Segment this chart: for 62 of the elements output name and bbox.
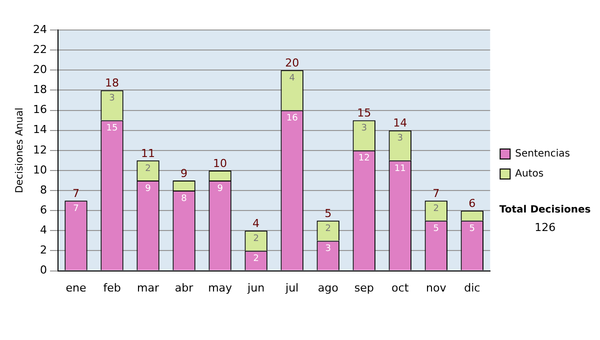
y-tick-label: 0 — [40, 264, 47, 277]
data-label: 11 — [394, 164, 406, 174]
x-tick-label: jul — [284, 281, 299, 294]
data-label: 5 — [469, 224, 475, 234]
x-tick-label: ene — [66, 281, 86, 294]
data-label: 2 — [325, 224, 331, 234]
y-tick-label: 12 — [32, 143, 47, 156]
total-label: 11 — [141, 146, 156, 160]
text: Total Decisiones — [499, 204, 591, 216]
x-tick-label: may — [208, 281, 233, 294]
y-tick-label: 6 — [40, 203, 47, 216]
data-label: 15 — [106, 124, 118, 134]
data-label: 4 — [289, 73, 296, 84]
total-label: 7 — [72, 186, 80, 200]
data-label: 9 — [145, 184, 152, 194]
total-label: 7 — [432, 186, 440, 200]
data-label: 12 — [358, 154, 370, 164]
y-axis-title: Decisiones Anual — [14, 108, 26, 194]
total-label: 9 — [180, 166, 188, 180]
y-tick-label: 10 — [32, 163, 47, 176]
data-label: 2 — [145, 164, 151, 174]
data-label: 5 — [433, 224, 439, 234]
y-tick-label: 16 — [32, 103, 47, 116]
total-label: 20 — [285, 56, 300, 70]
legend-label: Autos — [515, 168, 544, 180]
y-tick-label: 2 — [40, 244, 47, 257]
total-label: 18 — [105, 76, 120, 90]
x-tick-label: oct — [392, 281, 410, 294]
y-tick-label: 24 — [32, 22, 47, 36]
x-tick-label: jun — [246, 281, 265, 294]
y-tick-label: 4 — [40, 224, 47, 237]
text: 126 — [534, 220, 556, 234]
total-label: 5 — [324, 206, 332, 220]
data-label: 2 — [253, 254, 259, 264]
total-label: 6 — [468, 196, 476, 210]
data-label: 3 — [325, 244, 331, 254]
total-label: 15 — [357, 106, 372, 120]
x-tick-label: feb — [103, 281, 121, 294]
total-label: 10 — [213, 156, 228, 170]
data-label: 2 — [433, 204, 439, 214]
total-label: 4 — [252, 217, 260, 230]
data-label: 8 — [181, 194, 188, 204]
data-label: 2 — [253, 234, 259, 244]
y-tick-label: 8 — [40, 183, 47, 196]
total-label: 14 — [393, 116, 408, 130]
data-label: 16 — [286, 114, 298, 124]
y-tick-label: 14 — [32, 123, 47, 136]
y-tick-label: 22 — [32, 42, 47, 56]
x-tick-label: ago — [318, 281, 339, 294]
x-tick-label: abr — [174, 281, 194, 294]
data-label: 9 — [217, 184, 224, 194]
y-tick-label: 18 — [32, 83, 47, 96]
data-label: 3 — [109, 94, 115, 104]
x-tick-label: mar — [137, 281, 160, 294]
x-tick-label: nov — [426, 281, 447, 294]
legend-label: Sentencias — [515, 148, 570, 160]
x-tick-label: sep — [354, 281, 374, 294]
y-tick-label: 20 — [32, 62, 47, 76]
data-label: 3 — [361, 124, 367, 134]
data-label: 3 — [397, 134, 403, 144]
data-label: 7 — [73, 204, 79, 214]
x-tick-label: dic — [464, 281, 480, 294]
